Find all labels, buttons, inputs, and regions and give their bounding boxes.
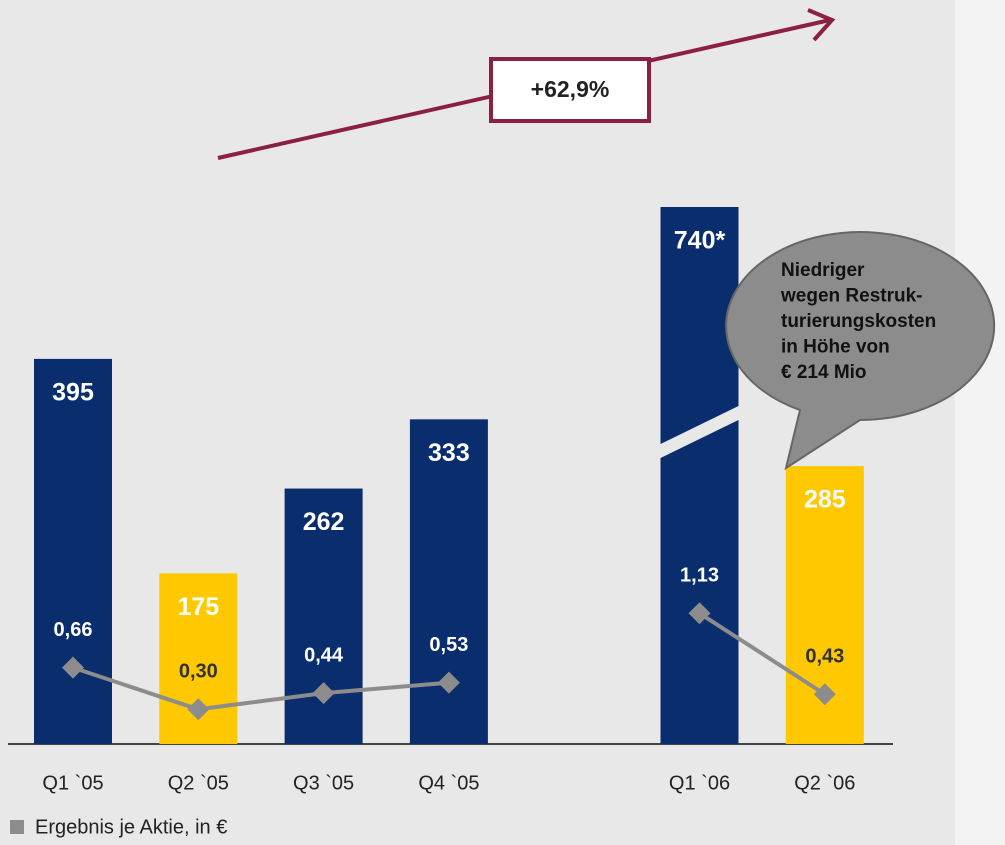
x-tick-label: Q2 `06 <box>794 772 855 794</box>
callout-text: Niedriger <box>781 260 865 281</box>
bar <box>409 419 488 744</box>
bar <box>660 207 739 744</box>
bar-value-label: 333 <box>428 439 470 467</box>
eps-value-label: 1,13 <box>680 565 719 587</box>
axis-break <box>658 405 741 459</box>
eps-marker <box>688 602 711 625</box>
bar <box>34 358 112 744</box>
eps-value-label: 0,43 <box>805 646 844 668</box>
annotation-box <box>489 57 651 123</box>
x-tick-label: Q1 `06 <box>669 772 730 794</box>
x-tick-label: Q1 `05 <box>42 772 103 794</box>
bar-value-label: 175 <box>177 593 219 621</box>
bar-value-label: 395 <box>52 378 94 406</box>
eps-marker <box>813 683 836 706</box>
bar-value-label: 285 <box>804 486 846 514</box>
callout-bubble <box>725 231 996 471</box>
eps-value-label: 0,66 <box>54 619 93 641</box>
eps-value-label: 0,30 <box>179 661 218 683</box>
arrow-head <box>807 8 836 42</box>
legend-label: Ergebnis je Aktie, in € <box>35 816 227 838</box>
callout-text: wegen Restruk- <box>780 286 922 307</box>
eps-line <box>72 665 450 712</box>
eps-marker <box>187 698 210 721</box>
x-tick-label: Q4 `05 <box>418 772 479 794</box>
eps-marker <box>312 682 335 705</box>
bar-value-label: 740* <box>674 227 726 255</box>
callout-text: turierungskosten <box>781 311 936 332</box>
callout-text: in Höhe von <box>781 337 890 358</box>
legend-swatch <box>10 820 24 834</box>
eps-value-label: 0,44 <box>304 644 344 666</box>
x-tick-label: Q2 `05 <box>168 772 229 794</box>
eps-marker <box>437 671 460 694</box>
eps-marker <box>62 656 84 679</box>
bar-value-label: 262 <box>303 508 345 536</box>
eps-line <box>698 611 826 696</box>
annotation-text: +62,9% <box>531 76 610 102</box>
eps-value-label: 0,53 <box>429 634 468 656</box>
callout-text: € 214 Mio <box>781 362 867 383</box>
x-tick-label: Q3 `05 <box>293 772 354 794</box>
side-strip <box>955 0 1005 845</box>
